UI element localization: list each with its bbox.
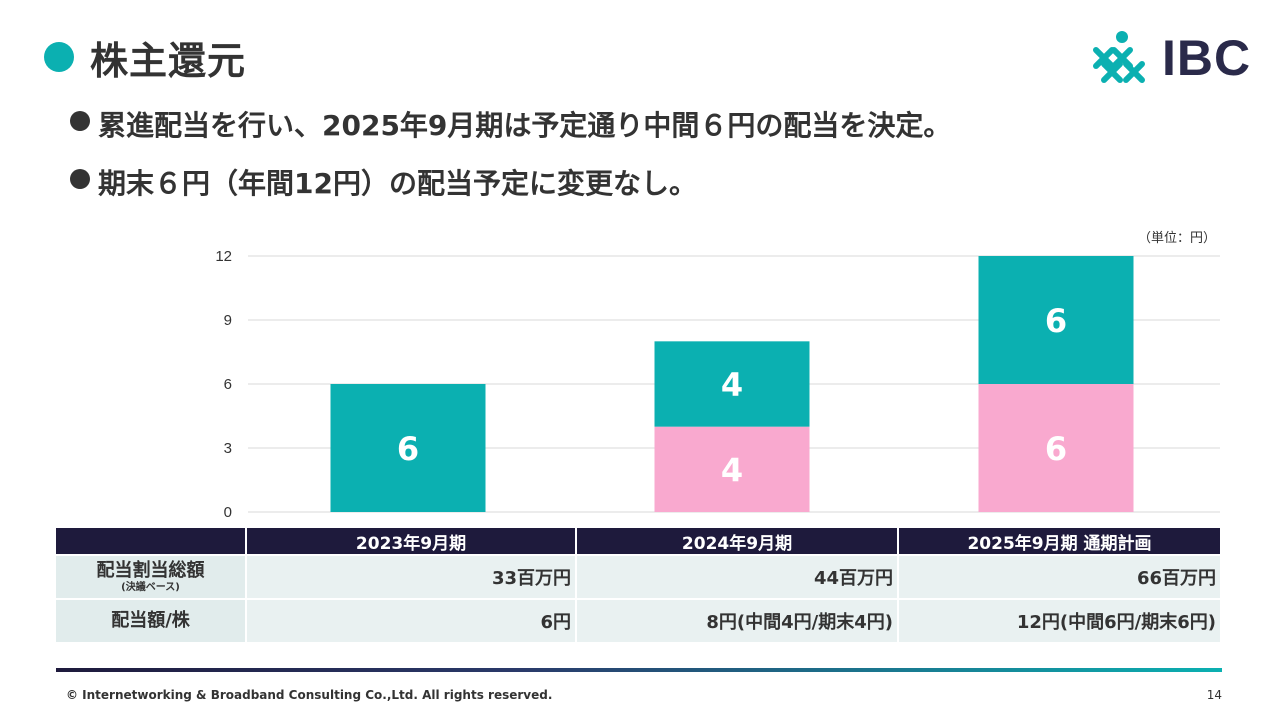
- logo-text: IBC: [1162, 30, 1252, 86]
- table-header-cell: [56, 528, 247, 555]
- row-label: 配当額/株: [56, 598, 247, 642]
- y-tick-label: 3: [224, 440, 232, 457]
- bullet-dot-icon: [70, 111, 90, 131]
- bullet-2-text: 期末６円（年間12円）の配当予定に変更なし。: [98, 167, 697, 200]
- table-header-cell: 2025年9月期 通期計画: [898, 528, 1220, 555]
- data-label: 4: [721, 451, 743, 489]
- bullet-dot-icon: [70, 169, 90, 189]
- bar-segment: [654, 341, 810, 427]
- bar-segment: [654, 426, 810, 512]
- y-tick-label: 12: [215, 248, 232, 265]
- page-number: 14: [1206, 688, 1222, 702]
- title-bullet-dot: [44, 42, 74, 72]
- ibc-logo-icon: [1093, 31, 1145, 83]
- row-label-main: 配当割当総額: [96, 560, 205, 581]
- data-label: 6: [1045, 302, 1067, 340]
- bullet-2: 期末６円（年間12円）の配当予定に変更なし。: [70, 162, 697, 202]
- unit-note: （単位：円）: [1137, 231, 1216, 246]
- data-label: 6: [1045, 430, 1067, 468]
- footer-divider: [56, 668, 1222, 672]
- row-label-main: 配当額/株: [111, 610, 190, 631]
- y-tick-label: 6: [224, 376, 232, 393]
- y-tick-label: 9: [224, 312, 232, 329]
- data-label: 4: [721, 366, 743, 404]
- dividend-table: 2023年9月期 2024年9月期 2025年9月期 通期計画 配当割当総額 (…: [56, 528, 1220, 642]
- table-header-cell: 2023年9月期: [246, 528, 577, 555]
- dividend-chart: 0 3 6 9 12 6 4 4 6 6: [215, 248, 1220, 521]
- data-label: 6: [397, 430, 419, 468]
- table-row: 配当割当総額 (決議ベース) 33百万円 44百万円 66百万円: [56, 554, 1220, 599]
- table-row: 配当額/株 6円 8円(中間4円/期末4円) 12円(中間6円/期末6円): [56, 598, 1220, 642]
- bar-segment: [978, 256, 1134, 384]
- table-header-cell: 2024年9月期: [576, 528, 899, 555]
- table-header-row: 2023年9月期 2024年9月期 2025年9月期 通期計画: [56, 528, 1220, 555]
- bullet-1-text: 累進配当を行い、2025年9月期は予定通り中間６円の配当を決定。: [98, 109, 952, 142]
- table-cell: 33百万円: [246, 554, 577, 599]
- table-cell: 12円(中間6円/期末6円): [898, 598, 1220, 642]
- table-cell: 8円(中間4円/期末4円): [576, 598, 899, 642]
- table-cell: 66百万円: [898, 554, 1220, 599]
- bullet-1: 累進配当を行い、2025年9月期は予定通り中間６円の配当を決定。: [70, 104, 951, 144]
- bar-segment: [978, 384, 1134, 512]
- table-cell: 44百万円: [576, 554, 899, 599]
- page-title: 株主還元: [90, 39, 247, 83]
- table-cell: 6円: [246, 598, 577, 642]
- copyright: © Internetworking & Broadband Consulting…: [66, 688, 553, 702]
- row-label-sub: (決議ベース): [121, 582, 180, 593]
- y-tick-label: 0: [224, 504, 232, 521]
- row-label: 配当割当総額 (決議ベース): [56, 554, 247, 599]
- bar-segment: [330, 384, 486, 512]
